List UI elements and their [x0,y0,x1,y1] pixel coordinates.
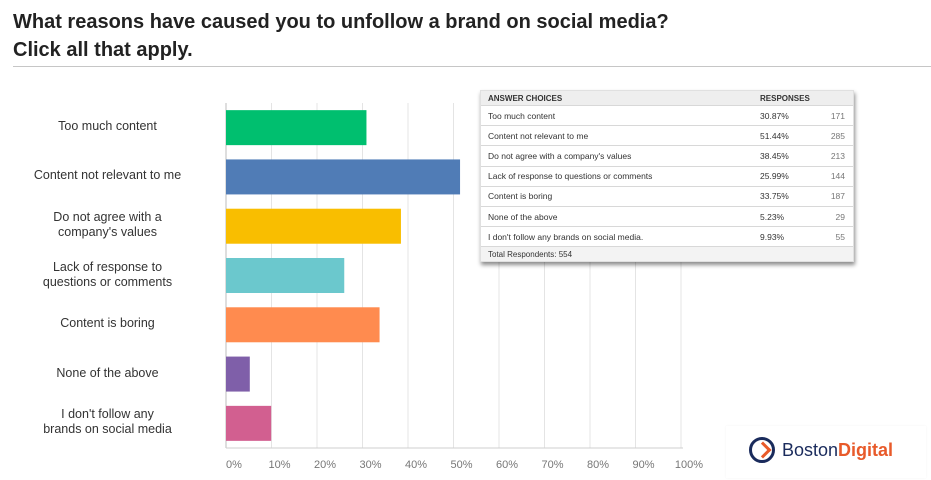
response-count-cell: 187 [830,191,845,202]
x-tick-label: 30% [359,459,381,471]
response-percent-cell: 38.45% [760,150,789,161]
title-divider [13,66,931,67]
category-label-line: Lack of response to [52,259,163,274]
x-tick-label: 60% [496,459,518,471]
answer-choice-cell: Lack of response to questions or comment… [488,171,653,182]
bar [226,159,461,195]
response-percent-cell: 51.44% [760,130,789,141]
category-label-line: Too much content [58,119,157,134]
x-tick-label: 90% [632,459,654,471]
title-line-1: What reasons have caused you to unfollow… [13,11,669,33]
category-label-line: brands on social media [43,422,172,437]
response-percent-cell: 5.23% [760,211,785,222]
table-body: Too much content 30.87% 171 Content not rel… [481,105,853,246]
brand-logo: BostonDigital [726,426,926,478]
category-label: Too much content [0,119,215,134]
response-percent-cell: 33.75% [760,191,789,202]
category-label-line: questions or comments [42,274,173,289]
x-tick-label: 10% [268,459,290,471]
response-count-cell: 285 [830,130,845,141]
chevron-right-circle-icon [749,437,775,463]
header-answer-choices: ANSWER CHOICES [488,93,563,103]
x-tick-label: 0% [226,459,242,471]
category-label-line: None of the above [56,365,159,380]
category-label: Lack of response to questions or comments [0,260,215,290]
header-responses: RESPONSES [760,93,810,103]
response-percent-cell: 9.93% [760,231,785,242]
logo-word-2: Digital [838,440,894,460]
response-count-cell: 29 [835,211,845,222]
table-row: None of the above 5.23% 29 [481,205,853,226]
table-row: Lack of response to questions or comment… [481,165,853,186]
table-row: Content is boring 33.75% 187 [481,185,853,206]
response-count-cell: 144 [830,171,845,182]
response-count-cell: 55 [835,231,845,242]
category-label-line: Content not relevant to me [33,168,182,183]
category-label-line: I don't follow any [61,407,154,422]
x-tick-label: 50% [450,459,472,471]
title-line-2: Click all that apply. [13,39,193,61]
x-tick-label: 20% [314,459,336,471]
answer-choice-cell: Content not relevant to me [488,130,589,141]
x-tick-label: 40% [405,459,427,471]
table-header: ANSWER CHOICES RESPONSES [481,91,853,105]
bar [226,208,401,244]
response-percent-cell: 25.99% [760,171,789,182]
table-row: Too much content 30.87% 171 [481,105,853,125]
bar [226,307,380,343]
answer-choice-cell: I don't follow any brands on social medi… [488,231,644,242]
answer-choice-cell: Do not agree with a company's values [488,150,632,161]
answer-choice-cell: Too much content [488,110,556,121]
bar [226,258,345,293]
category-label-line: Do not agree with a [53,210,162,225]
bar [226,405,272,441]
responses-table: ANSWER CHOICES RESPONSES Too much conten… [480,90,854,263]
category-label-line: company's values [58,225,157,240]
response-percent-cell: 30.87% [760,110,789,121]
table-row: Content not relevant to me 51.44% 285 [481,125,853,145]
answer-choice-cell: Content is boring [488,191,553,202]
category-label: Content not relevant to me [0,168,215,183]
category-label: None of the above [0,366,215,381]
bar [226,356,250,392]
category-label: Content is boring [0,316,215,331]
x-tick-label: 100% [675,459,703,471]
category-label: Do not agree with a company's values [0,210,215,240]
x-tick-label: 70% [541,459,563,471]
category-label-line: Content is boring [60,316,155,331]
table-row: Do not agree with a company's values 38.4… [481,145,853,165]
response-count-cell: 171 [830,110,845,121]
answer-choice-cell: None of the above [488,211,558,222]
x-tick-label: 80% [587,459,609,471]
page-title: What reasons have caused you to unfollow… [13,8,669,64]
logo-wordmark: BostonDigital [782,440,893,461]
category-label: I don't follow any brands on social media [0,407,215,437]
table-footer: Total Respondents: 554 [481,246,853,262]
bar [226,110,367,146]
logo-word-1: Boston [782,440,839,460]
table-row: I don't follow any brands on social medi… [481,226,853,246]
response-count-cell: 213 [830,150,845,161]
